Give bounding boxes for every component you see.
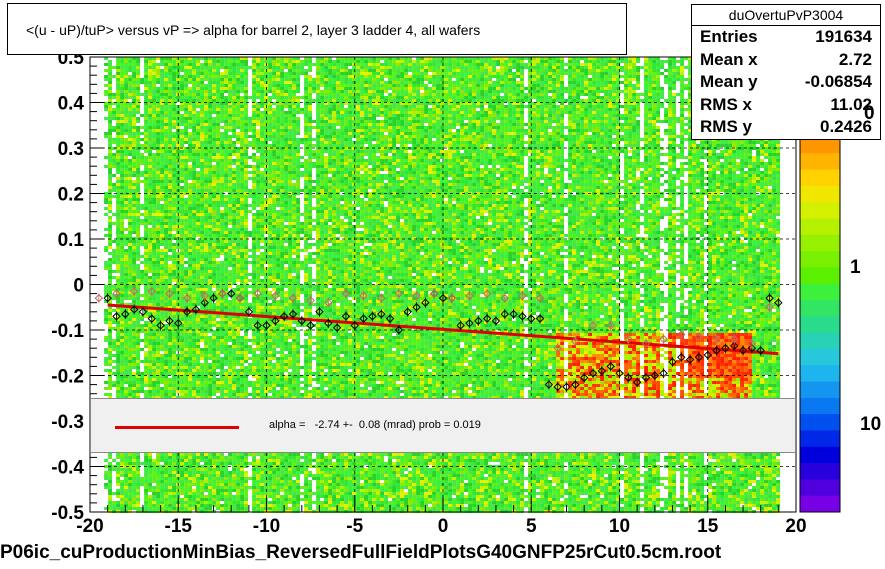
colorbar-cell — [800, 251, 840, 268]
footer-filename: P06ic_cuProductionMinBias_ReversedFullFi… — [0, 542, 721, 564]
y-tick-label: 0.3 — [58, 139, 84, 160]
colorbar-cell — [800, 153, 840, 170]
colorbar-cell — [800, 202, 840, 219]
stats-box: duOvertuPvP3004 Entries 191634 Mean x 2.72… — [691, 4, 881, 140]
colorbar-cell — [800, 349, 840, 366]
y-tick-label: 0 — [73, 276, 84, 297]
x-tick-label: 15 — [697, 516, 719, 537]
stats-row-mean-x: Mean x 2.72 — [692, 49, 880, 72]
colorbar-cell — [800, 398, 840, 415]
colorbar-cell — [800, 382, 840, 399]
colorbar-cell — [800, 219, 840, 236]
colorbar-cell — [800, 186, 840, 203]
colorbar-cell — [800, 414, 840, 431]
colorbar-cell — [800, 267, 840, 284]
y-tick-label: 0.1 — [58, 230, 85, 251]
y-tick-label: -0.3 — [51, 412, 84, 433]
y-tick-label: 0.2 — [58, 185, 84, 206]
colorbar-cell — [800, 430, 840, 447]
colorbar-label-10: 10 — [860, 414, 881, 436]
x-tick-label: 5 — [526, 516, 537, 537]
x-tick-label: -5 — [346, 516, 363, 537]
fit-legend: alpha = -2.74 +- 0.08 (mrad) prob = 0.01… — [90, 398, 796, 453]
colorbar-cell — [800, 235, 840, 252]
legend-line-swatch — [115, 426, 239, 429]
legend-text: alpha = -2.74 +- 0.08 (mrad) prob = 0.01… — [269, 419, 481, 431]
y-tick-label: 0.4 — [58, 94, 85, 115]
y-tick-label: -0.2 — [51, 367, 84, 388]
stats-row-mean-y: Mean y -0.06854 — [692, 71, 880, 94]
x-tick-label: -15 — [165, 516, 193, 537]
colorbar-label-0: 0 — [864, 103, 875, 125]
stats-row-entries: Entries 191634 — [692, 26, 880, 49]
colorbar-cell — [800, 300, 840, 317]
y-tick-label: -0.1 — [51, 321, 84, 342]
x-tick-label: 20 — [785, 516, 806, 537]
title-box: <(u - uP)/tuP> versus vP => alpha for ba… — [7, 3, 627, 55]
colorbar-label-1: 1 — [850, 257, 861, 279]
chart-title: <(u - uP)/tuP> versus vP => alpha for ba… — [26, 22, 480, 38]
colorbar-cell — [800, 496, 840, 513]
stats-row-rms-x: RMS x 11.02 — [692, 94, 880, 117]
colorbar-cell — [800, 333, 840, 350]
stats-name: duOvertuPvP3004 — [692, 5, 880, 26]
x-tick-label: 10 — [609, 516, 630, 537]
y-tick-label: -0.4 — [51, 458, 84, 479]
stats-row-rms-y: RMS y 0.2426 — [692, 116, 880, 139]
x-tick-label: 0 — [438, 516, 449, 537]
colorbar-cell — [800, 463, 840, 480]
y-tick-label: -0.5 — [51, 503, 84, 524]
colorbar-cell — [800, 447, 840, 464]
colorbar-cell — [800, 170, 840, 187]
colorbar-cell — [800, 365, 840, 382]
x-tick-label: -10 — [253, 516, 280, 537]
colorbar-cell — [800, 284, 840, 301]
colorbar-cell — [800, 316, 840, 333]
colorbar-cell — [800, 479, 840, 496]
colorbar — [800, 137, 840, 513]
